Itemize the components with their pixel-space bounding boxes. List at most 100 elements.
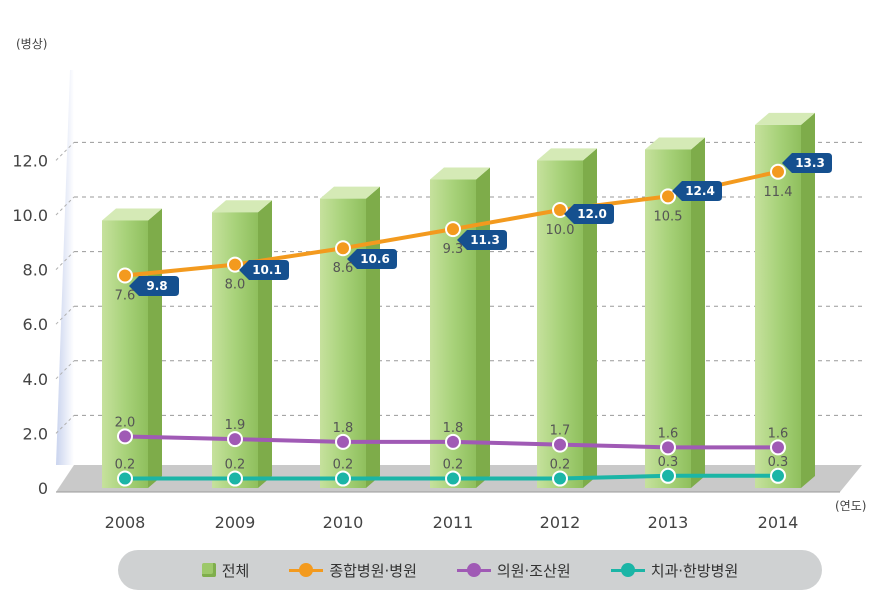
series-value-label: 0.2 [550, 458, 571, 473]
callout-shape [239, 260, 289, 280]
series-value-label: 8.0 [225, 278, 246, 293]
series-value-label: 10.0 [546, 223, 575, 238]
gridline-diagonal [55, 305, 75, 325]
legend-label-general: 종합병원·병원 [329, 561, 417, 580]
series-value-label: 0.2 [443, 458, 464, 473]
series-value-label: 0.3 [768, 455, 789, 470]
series-value-label: 10.5 [654, 209, 683, 224]
callout-shape [347, 249, 397, 269]
series-point [660, 467, 676, 484]
series-value-label: 1.6 [658, 426, 679, 441]
gridline-diagonal [55, 415, 75, 434]
bar-top [645, 137, 705, 150]
series-point [335, 240, 351, 257]
bar-value-callout: 10.6 [347, 249, 397, 269]
series-point [117, 267, 133, 284]
bar-value-callout: 10.1 [239, 260, 289, 280]
bar-value-callout: 9.8 [129, 276, 179, 296]
bar-front [755, 124, 801, 488]
bar-front [102, 220, 148, 488]
series-value-label: 11.4 [764, 185, 793, 200]
series-point [117, 470, 133, 487]
x-tick-label: 2013 [648, 513, 689, 532]
series-point [660, 439, 676, 456]
x-tick-label: 2010 [323, 513, 364, 532]
bar-value-label: 10.6 [360, 252, 390, 266]
series-point [770, 439, 786, 456]
x-tick-label: 2009 [215, 513, 256, 532]
series-point [770, 467, 786, 484]
bar-value-callout: 12.0 [564, 204, 614, 224]
legend-item-dental: 치과·한방병원 [610, 560, 739, 581]
bar-top [430, 167, 490, 180]
y-tick-label: 8.0 [23, 261, 48, 280]
bar-value-label: 12.0 [577, 207, 607, 221]
legend-label-total: 전체 [221, 561, 250, 580]
legend-label-dental: 치과·한방병원 [650, 561, 739, 580]
bar-top [755, 112, 815, 125]
series-value-label: 1.7 [550, 424, 571, 439]
x-tick-label: 2014 [758, 513, 799, 532]
y-tick-label: 4.0 [23, 370, 48, 389]
callout-shape [129, 276, 179, 296]
bar [212, 200, 272, 488]
gridline-diagonal [55, 360, 75, 380]
line-marker-icon [456, 563, 491, 577]
bar-value-label: 10.1 [252, 263, 282, 277]
x-tick-label: 2011 [433, 513, 474, 532]
series-value-label: 1.9 [225, 418, 246, 433]
series-point [227, 470, 243, 487]
callout-shape [564, 204, 614, 224]
series-point [227, 256, 243, 273]
series-point [445, 470, 461, 487]
x-axis-unit: (연도) [835, 499, 866, 513]
legend-item-total: 전체 [201, 560, 250, 581]
bar-side [691, 137, 705, 489]
bar-side [801, 112, 815, 488]
bar [645, 137, 705, 489]
gridline-diagonal [55, 196, 75, 216]
series-point [445, 221, 461, 238]
bar [102, 208, 162, 488]
cube-icon [201, 563, 216, 577]
series-value-label: 1.8 [333, 421, 354, 436]
bar-value-label: 12.4 [685, 184, 715, 198]
line-series [117, 163, 786, 487]
legend-item-clinic: 의원·조산원 [456, 560, 571, 581]
series-point [552, 470, 568, 487]
series-value-label: 8.6 [333, 261, 354, 276]
series-point [552, 436, 568, 453]
bar-value-callout: 11.3 [457, 230, 507, 250]
callout-shape [782, 153, 832, 173]
y-tick-label: 10.0 [12, 206, 48, 225]
legend-item-general: 종합병원·병원 [289, 560, 417, 581]
legend-label-clinic: 의원·조산원 [496, 561, 571, 580]
bar-value-label: 11.3 [470, 233, 500, 247]
x-tick-label: 2008 [105, 513, 146, 532]
series-value-label: 7.6 [115, 289, 136, 304]
bar-value-callout: 13.3 [782, 153, 832, 173]
line-marker-icon [610, 563, 645, 577]
bar-side [148, 208, 162, 488]
series-value-label: 0.3 [658, 455, 679, 470]
y-tick-label: 0 [38, 479, 48, 498]
series-point [227, 431, 243, 448]
bar-value-label: 9.8 [146, 279, 167, 293]
series-value-label: 0.2 [333, 458, 354, 473]
y-tick-label: 2.0 [23, 424, 48, 443]
series-point [117, 428, 133, 445]
line-marker-icon [289, 563, 324, 577]
series-point [552, 202, 568, 218]
data-labels: 9.8 10.1 10.6 11.3 12.0 12.4 13.3 7.6 8.0 8.6 9.3 1… [115, 153, 832, 473]
bar-side [476, 167, 490, 488]
bar-value-callout: 12.4 [672, 181, 722, 201]
bar [755, 112, 815, 488]
series-point [335, 470, 351, 487]
bar-side [258, 200, 272, 488]
series-value-label: 1.6 [768, 426, 789, 441]
legend: 전체 종합병원·병원 의원·조산원 치과·한방병원 [118, 550, 822, 590]
callout-shape [672, 181, 722, 201]
series-value-label: 9.3 [443, 242, 464, 257]
bar-front [645, 149, 691, 489]
